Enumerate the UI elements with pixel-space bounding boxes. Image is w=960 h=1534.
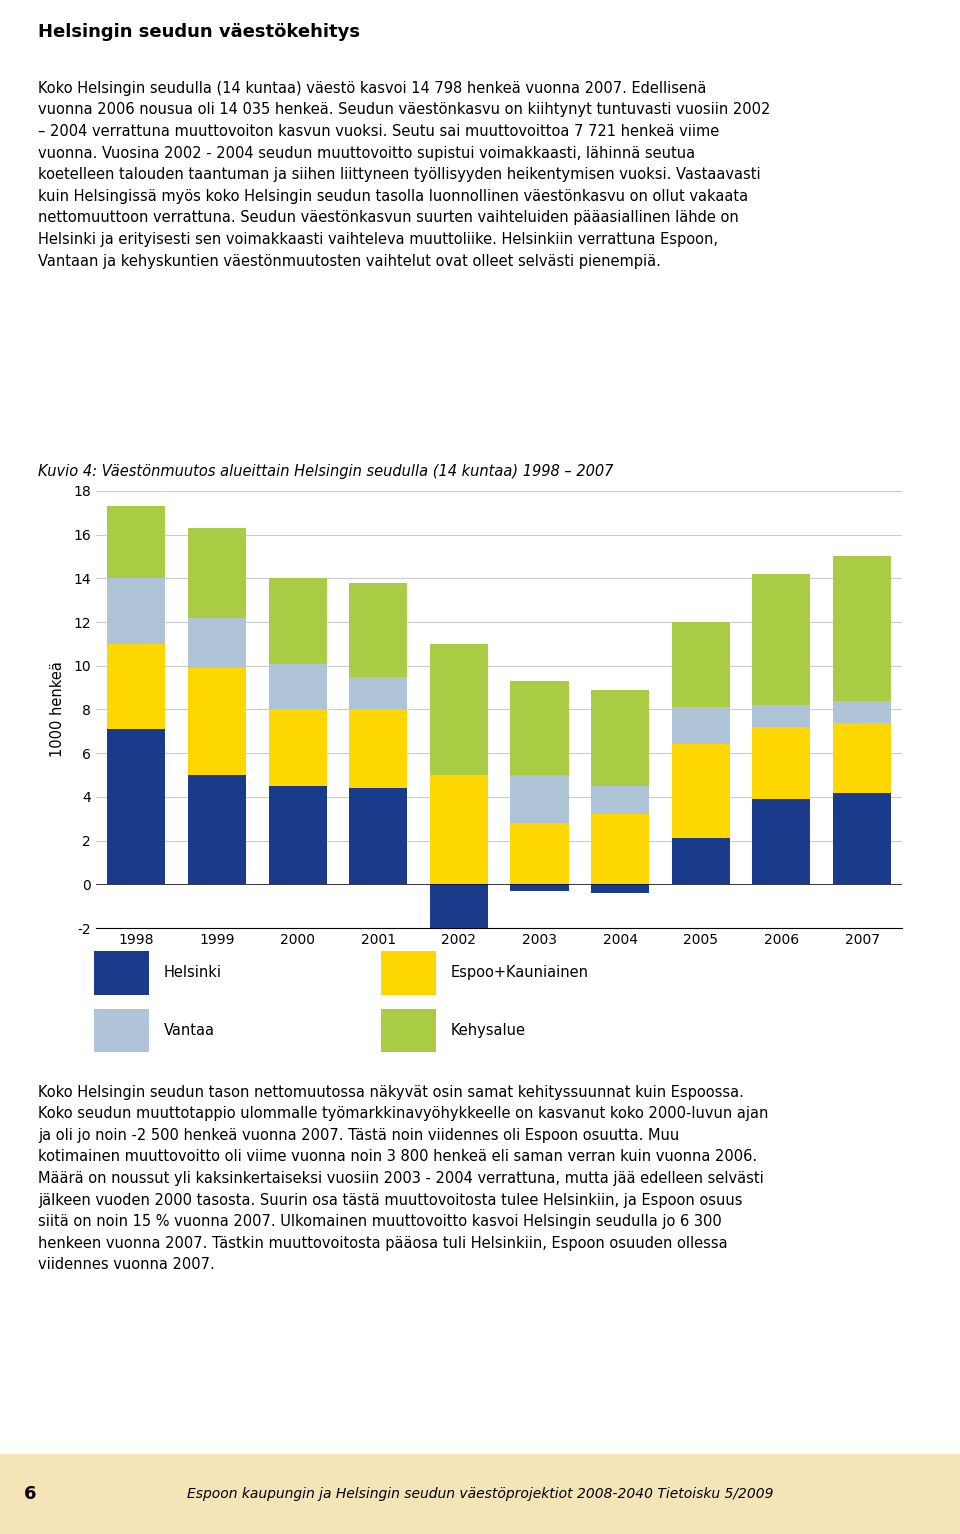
Bar bbox=[430, 644, 488, 775]
Bar bbox=[833, 557, 891, 701]
Bar bbox=[672, 623, 730, 707]
Text: Kuvio 4: Väestönmuutos alueittain Helsingin seudulla (14 kuntaa) 1998 – 2007: Kuvio 4: Väestönmuutos alueittain Helsin… bbox=[38, 463, 613, 479]
Bar bbox=[833, 723, 891, 793]
Text: Helsingin seudun väestökehitys: Helsingin seudun väestökehitys bbox=[38, 23, 360, 41]
Bar bbox=[591, 815, 649, 884]
Bar bbox=[94, 951, 149, 996]
Bar bbox=[511, 884, 568, 891]
Bar bbox=[108, 506, 165, 578]
Bar bbox=[108, 578, 165, 644]
Bar bbox=[591, 690, 649, 785]
Bar bbox=[269, 578, 326, 664]
Bar bbox=[269, 785, 326, 884]
Bar bbox=[381, 1009, 436, 1052]
Bar bbox=[188, 618, 246, 667]
Bar bbox=[672, 839, 730, 884]
Bar bbox=[94, 1009, 149, 1052]
Bar bbox=[188, 667, 246, 775]
Bar bbox=[753, 727, 810, 799]
Bar bbox=[672, 707, 730, 744]
Bar bbox=[753, 706, 810, 727]
Bar bbox=[591, 785, 649, 815]
Text: Koko Helsingin seudun tason nettomuutossa näkyvät osin samat kehityssuunnat kuin: Koko Helsingin seudun tason nettomuutoss… bbox=[38, 1085, 769, 1272]
Bar bbox=[511, 681, 568, 775]
Text: Helsinki: Helsinki bbox=[164, 965, 222, 980]
Bar bbox=[349, 676, 407, 709]
Bar bbox=[108, 644, 165, 729]
Bar bbox=[108, 729, 165, 884]
Bar bbox=[269, 664, 326, 709]
Text: Espoon kaupungin ja Helsingin seudun väestöprojektiot 2008-2040 Tietoisku 5/2009: Espoon kaupungin ja Helsingin seudun väe… bbox=[187, 1486, 773, 1502]
Bar bbox=[833, 701, 891, 723]
Text: 6: 6 bbox=[24, 1485, 36, 1503]
Bar bbox=[349, 710, 407, 788]
Text: Espoo+Kauniainen: Espoo+Kauniainen bbox=[451, 965, 589, 980]
Bar bbox=[188, 528, 246, 618]
Bar bbox=[591, 884, 649, 893]
Bar bbox=[349, 583, 407, 676]
Bar bbox=[511, 824, 568, 884]
Bar bbox=[753, 574, 810, 706]
Bar bbox=[188, 775, 246, 884]
Text: Kehysalue: Kehysalue bbox=[451, 1023, 526, 1039]
Bar bbox=[269, 709, 326, 785]
Bar bbox=[430, 884, 488, 945]
Bar bbox=[430, 775, 488, 884]
Text: Vantaa: Vantaa bbox=[164, 1023, 215, 1039]
Bar bbox=[349, 788, 407, 884]
Text: Koko Helsingin seudulla (14 kuntaa) väestö kasvoi 14 798 henkeä vuonna 2007. Ede: Koko Helsingin seudulla (14 kuntaa) väes… bbox=[38, 81, 771, 268]
Bar bbox=[511, 775, 568, 824]
Y-axis label: 1000 henkeä: 1000 henkeä bbox=[50, 661, 65, 758]
Bar bbox=[753, 799, 810, 884]
Bar bbox=[381, 951, 436, 996]
Bar bbox=[833, 793, 891, 884]
Bar bbox=[672, 744, 730, 839]
